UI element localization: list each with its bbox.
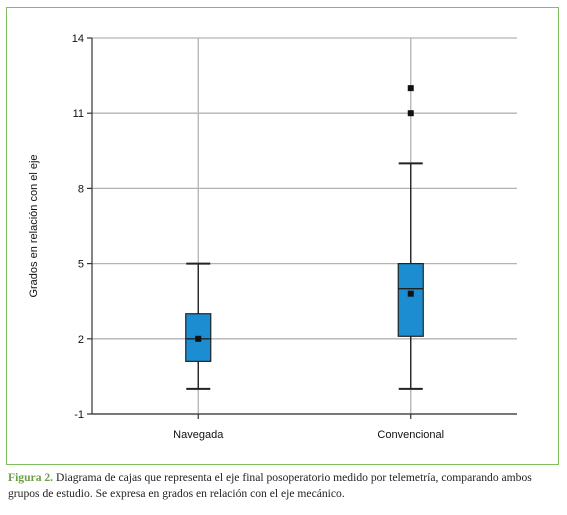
caption-label: Figura 2. [8,471,54,484]
figure-frame: -1 2 5 8 11 14 Navegada Convencional Grados en… [6,7,559,465]
y-tick-label: 11 [73,108,84,120]
mean-marker [407,290,414,297]
y-tick-label: 5 [78,259,84,271]
category-label: Navegada [173,429,224,441]
outlier-point [407,85,414,92]
box-iqr [185,313,212,362]
box-iqr [397,263,424,337]
mean-marker [195,335,202,342]
y-tick-label: -1 [74,409,84,421]
y-axis-title: Grados en relación con el eje [28,154,40,297]
box-convencional [397,85,424,390]
y-tick-label: 14 [72,33,84,45]
box-plot-chart: -1 2 5 8 11 14 Navegada Convencional Grados en… [28,33,517,441]
figure-caption: Figura 2. Diagrama de cajas que represen… [8,470,560,502]
axes [87,37,517,419]
y-tick-label: 8 [78,183,84,195]
box-navegada [185,262,212,390]
y-tick-labels: -1 2 5 8 11 14 [72,33,84,421]
category-labels: Navegada Convencional [173,429,444,441]
boxes [185,85,424,390]
grid-lines [92,37,517,415]
outlier-point [407,110,414,117]
y-tick-label: 2 [78,334,84,346]
category-label: Convencional [377,429,444,441]
caption-text: Diagrama de cajas que representa el eje … [8,471,532,500]
